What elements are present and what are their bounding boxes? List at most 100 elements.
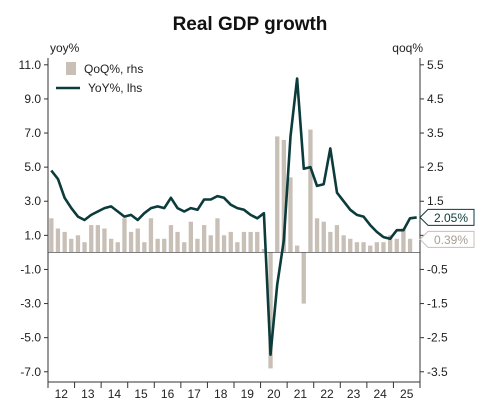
qoq-bar bbox=[128, 231, 134, 253]
x-tick-label: 14 bbox=[108, 387, 122, 401]
qoq-bar bbox=[401, 228, 406, 253]
legend-swatch-qoq bbox=[66, 62, 76, 75]
left-tick-label: -1.0 bbox=[20, 262, 41, 276]
qoq-bar bbox=[248, 231, 253, 253]
qoq-bar bbox=[148, 218, 154, 253]
x-tick-label: 18 bbox=[214, 387, 228, 401]
qoq-bar bbox=[374, 242, 379, 253]
qoq-bar bbox=[55, 228, 61, 253]
left-tick-label: 3.0 bbox=[24, 194, 41, 208]
qoq-bar bbox=[341, 235, 346, 253]
right-tick-label: -1.5 bbox=[427, 297, 448, 311]
callout-value: 2.05% bbox=[434, 211, 468, 225]
qoq-bar bbox=[308, 129, 313, 253]
axes bbox=[47, 58, 421, 383]
x-tick-label: 17 bbox=[187, 387, 201, 401]
qoq-bar bbox=[175, 231, 180, 253]
legend: QoQ%, rhs YoY%, lhs bbox=[56, 62, 143, 95]
qoq-bar bbox=[368, 245, 373, 253]
x-tick-label: 19 bbox=[241, 387, 255, 401]
right-tick-label: 3.5 bbox=[427, 126, 444, 140]
qoq-bar bbox=[95, 225, 100, 253]
right-tick-label: -0.5 bbox=[427, 262, 448, 276]
qoq-bar bbox=[241, 231, 247, 253]
qoq-bar bbox=[202, 225, 207, 253]
callout-box bbox=[419, 208, 475, 226]
x-tick-label: 15 bbox=[134, 387, 148, 401]
right-tick-label: 4.5 bbox=[427, 92, 444, 106]
qoq-bar bbox=[255, 231, 260, 253]
qoq-bar bbox=[407, 238, 413, 253]
x-tick-label: 13 bbox=[81, 387, 95, 401]
left-tick-label: 5.0 bbox=[24, 160, 41, 174]
qoq-bar bbox=[314, 218, 320, 253]
qoq-bar bbox=[381, 242, 386, 253]
qoq-bar bbox=[221, 235, 227, 253]
qoq-bar bbox=[228, 231, 233, 253]
qoq-bar bbox=[235, 242, 240, 253]
qoq-bar bbox=[109, 238, 114, 253]
left-tick-label: 1.0 bbox=[24, 228, 41, 242]
left-tick-label: -5.0 bbox=[20, 331, 41, 345]
x-tick-label: 24 bbox=[373, 387, 387, 401]
left-tick-label: -7.0 bbox=[20, 365, 41, 379]
qoq-bar bbox=[288, 177, 293, 253]
qoq-bar bbox=[281, 139, 286, 253]
qoq-bars bbox=[49, 129, 413, 369]
qoq-bar bbox=[348, 238, 353, 253]
qoq-bar bbox=[155, 238, 160, 253]
left-tick-label: 7.0 bbox=[24, 126, 41, 140]
qoq-bar bbox=[142, 242, 147, 253]
left-tick-label: 11.0 bbox=[19, 58, 42, 72]
x-tick-label: 16 bbox=[161, 387, 175, 401]
left-tick-label: -3.0 bbox=[20, 297, 41, 311]
qoq-bar bbox=[188, 221, 193, 253]
value-callouts: 2.05% 0.39% bbox=[419, 208, 475, 248]
qoq-bar bbox=[388, 235, 393, 253]
x-tick-label: 20 bbox=[267, 387, 281, 401]
right-tick-label: 1.5 bbox=[427, 194, 444, 208]
yoy-line bbox=[50, 77, 417, 356]
qoq-bar bbox=[62, 231, 67, 253]
qoq-bar bbox=[354, 242, 360, 253]
qoq-bar bbox=[162, 238, 167, 253]
legend-label-qoq: QoQ%, rhs bbox=[84, 62, 143, 76]
x-tick-label: 21 bbox=[294, 387, 308, 401]
qoq-bar bbox=[195, 238, 200, 253]
chart-title: Real GDP growth bbox=[173, 14, 328, 35]
qoq-bar bbox=[361, 242, 366, 253]
qoq-bar bbox=[182, 242, 187, 253]
qoq-bar bbox=[275, 136, 280, 253]
right-tick-label: -3.5 bbox=[427, 365, 448, 379]
callout-value: 0.39% bbox=[434, 233, 468, 247]
qoq-bar bbox=[82, 242, 87, 253]
qoq-bar bbox=[261, 249, 267, 253]
qoq-bar bbox=[89, 225, 94, 253]
callout-box bbox=[419, 230, 475, 248]
qoq-bar bbox=[268, 252, 273, 369]
right-tick-label: -2.5 bbox=[427, 331, 448, 345]
qoq-bar bbox=[168, 225, 174, 253]
qoq-bar bbox=[122, 218, 127, 253]
x-tick-label: 12 bbox=[55, 387, 69, 401]
left-y-axis-ticks: 11.0 9.0 7.0 5.0 3.0 1.0 -1.0 -3.0 -5.0 -7.0 bbox=[19, 58, 48, 379]
qoq-bar bbox=[102, 228, 107, 253]
x-tick-label: 22 bbox=[320, 387, 334, 401]
left-axis-label: yoy% bbox=[50, 41, 80, 55]
right-tick-label: 2.5 bbox=[427, 160, 444, 174]
qoq-bar bbox=[115, 242, 120, 253]
qoq-bar bbox=[215, 218, 220, 253]
qoq-bar bbox=[49, 218, 54, 253]
right-axis-label: qoq% bbox=[392, 41, 423, 55]
qoq-bar bbox=[328, 231, 333, 253]
left-tick-label: 9.0 bbox=[24, 92, 41, 106]
qoq-bar bbox=[295, 245, 300, 253]
qoq-bar bbox=[69, 238, 74, 253]
legend-label-yoy: YoY%, lhs bbox=[88, 81, 142, 95]
qoq-bar bbox=[394, 238, 399, 253]
qoq-bar bbox=[321, 221, 326, 253]
qoq-bar bbox=[208, 235, 213, 253]
qoq-bar bbox=[135, 228, 140, 253]
x-tick-label: 25 bbox=[400, 387, 414, 401]
